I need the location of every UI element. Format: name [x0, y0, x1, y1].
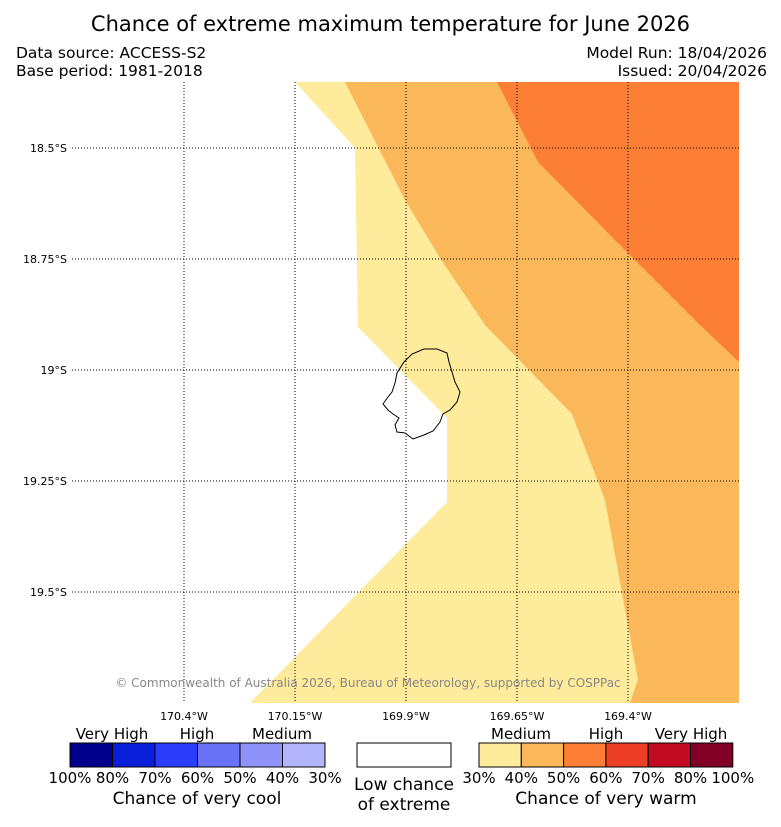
legend-swatch [112, 742, 156, 768]
lat-label: 18.5°S [30, 142, 67, 155]
legend-tick: 40% [266, 769, 299, 787]
legend-tick: 60% [589, 769, 622, 787]
lat-labels: 18.5°S 18.75°S 19°S 19.25°S 19.5°S [23, 142, 67, 599]
lon-label: 169.65°W [490, 710, 545, 723]
legend-tick: 60% [181, 769, 214, 787]
legend-category: Very High [655, 725, 728, 743]
data-source: Data source: ACCESS-S2 [16, 44, 207, 62]
legend-warm: Medium High Very High 30% 40% 50% 60% 70% 80%… [462, 725, 754, 809]
legend-swatch [282, 742, 326, 768]
legend-swatch [647, 742, 692, 768]
legend-low-line1: Low chance [354, 775, 454, 795]
copyright-text: © Commonwealth of Australia 2026, Bureau… [115, 676, 620, 690]
legend-tick: 40% [505, 769, 538, 787]
legend-low: Low chance of extreme [354, 742, 454, 815]
legend-tick: 80% [96, 769, 129, 787]
lat-label: 19°S [41, 364, 67, 377]
lon-label: 170.4°W [160, 710, 208, 723]
legend-swatch [563, 742, 607, 768]
legend-swatch [520, 742, 565, 768]
legend-swatch [69, 742, 113, 768]
legend-tick: 70% [138, 769, 171, 787]
legend-swatch [154, 742, 198, 768]
lon-label: 170.15°W [268, 710, 323, 723]
legend-title-warm: Chance of very warm [515, 789, 696, 809]
legend-tick: 100% [49, 769, 92, 787]
legend-category: High [589, 725, 623, 743]
legend-tick: 80% [674, 769, 707, 787]
legend-low-line2: of extreme [358, 795, 451, 815]
lat-label: 19.5°S [30, 586, 67, 599]
legend-swatch [690, 742, 734, 768]
legend-swatch [478, 742, 522, 768]
legend-swatch [239, 742, 283, 768]
legend-swatch [197, 742, 241, 768]
lon-label: 169.9°W [382, 710, 430, 723]
high-chance-area [497, 82, 739, 362]
legend-tick: 30% [308, 769, 341, 787]
map-title: Chance of extreme maximum temperature fo… [90, 12, 691, 36]
graticule [72, 82, 739, 703]
run-info: Model Run: 18/04/2026 Issued: 20/04/2026 [586, 44, 767, 80]
issued-date: Issued: 20/04/2026 [617, 62, 767, 80]
legend-category: Very High [76, 725, 149, 743]
legend-tick: 100% [711, 769, 754, 787]
legend-category: High [180, 725, 214, 743]
legend-tick: 50% [223, 769, 256, 787]
lat-label: 18.75°S [23, 253, 67, 266]
island-outline [382, 348, 461, 440]
legend-tick: 70% [632, 769, 665, 787]
source-info: Data source: ACCESS-S2 Base period: 1981… [16, 44, 206, 80]
legend-category: Medium [491, 725, 551, 743]
lat-label: 19.25°S [23, 475, 67, 488]
legend-cool: Very High High Medium 100% 80% 70% 60% 50% 40… [49, 725, 342, 809]
legend-swatch-low [356, 742, 452, 768]
lon-labels: 170.4°W 170.15°W 169.9°W 169.65°W 169.4°… [160, 710, 652, 723]
legend-tick: 30% [462, 769, 495, 787]
legend-swatch [605, 742, 649, 768]
base-period: Base period: 1981-2018 [16, 62, 203, 80]
map-panel: © Commonwealth of Australia 2026, Bureau… [72, 82, 739, 703]
legend-title-cool: Chance of very cool [113, 789, 282, 809]
model-run: Model Run: 18/04/2026 [586, 44, 767, 62]
legend-category: Medium [252, 725, 312, 743]
lon-label: 169.4°W [604, 710, 652, 723]
legend-tick: 50% [547, 769, 580, 787]
